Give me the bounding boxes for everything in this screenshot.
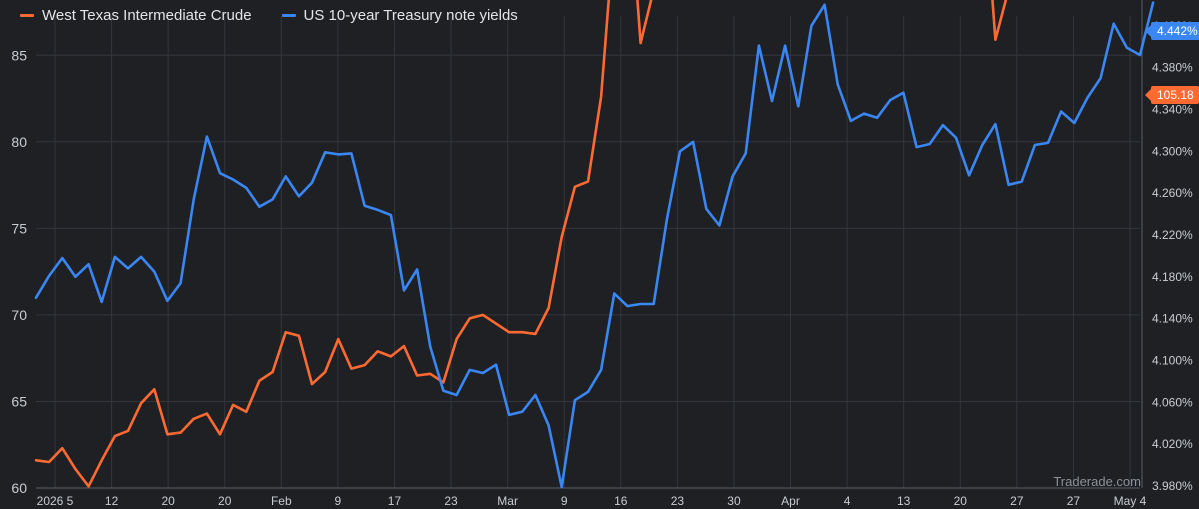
legend-swatch-wti (20, 14, 34, 17)
x-tick-label: 17 (388, 494, 402, 508)
y-left-tick-label: 70 (11, 307, 27, 323)
series-line-wti (34, 0, 1008, 488)
y-right-tick-label: 4.100% (1152, 353, 1193, 367)
y-right-tick-label: 4.140% (1152, 312, 1193, 326)
legend-item-wti[interactable]: West Texas Intermediate Crude (20, 7, 252, 24)
x-tick-label: 23 (671, 494, 685, 508)
y-left-tick-label: 80 (11, 134, 27, 150)
series-lines (34, 0, 1155, 489)
gridlines (36, 16, 1140, 489)
x-tick-label: 4 (844, 494, 851, 508)
y-left-tick-label: 85 (11, 47, 27, 63)
y-right-tick-label: 4.340% (1152, 102, 1193, 116)
x-tick-label: May 4 (1114, 494, 1147, 508)
y-right-tick-label: 4.300% (1152, 144, 1193, 158)
x-tick-label: 2026 5 (37, 494, 74, 508)
x-tick-label: Apr (781, 494, 800, 508)
legend-swatch-tny (281, 14, 296, 17)
x-tick-label: 12 (105, 494, 119, 508)
legend: West Texas Intermediate Crude US 10-year… (20, 7, 518, 24)
y-right-tick-label: 4.220% (1152, 228, 1193, 242)
x-tick-label: 16 (614, 494, 628, 508)
x-tick-label: 20 (954, 494, 968, 508)
last-value-tag-tny: 4.442% (1145, 22, 1199, 40)
x-tick-label: 9 (335, 494, 342, 508)
y-right-tick-label: 4.180% (1152, 270, 1193, 284)
legend-item-tny[interactable]: US 10-year Treasury note yields (281, 7, 518, 24)
x-tick-label: 27 (1067, 494, 1081, 508)
y-right-tick-label: 4.060% (1152, 395, 1193, 409)
y-right-tick-label: 3.980% (1152, 479, 1193, 493)
legend-label-tny: US 10-year Treasury note yields (303, 7, 518, 24)
x-tick-label: 23 (444, 494, 458, 508)
y-left-tick-label: 75 (11, 220, 27, 236)
y-right-tick-label: 4.260% (1152, 186, 1193, 200)
y-right-tick-label: 4.020% (1152, 437, 1193, 451)
x-tick-label: Mar (497, 494, 518, 508)
x-tick-label: 30 (727, 494, 741, 508)
x-tick-label: 9 (561, 494, 568, 508)
axes: 60657075808590951001051101123.980%4.020%… (11, 0, 1193, 508)
x-tick-label: Feb (271, 494, 292, 508)
series-line-tny (34, 1, 1155, 489)
x-tick-label: 20 (161, 494, 175, 508)
y-left-tick-label: 60 (11, 480, 27, 496)
legend-label-wti: West Texas Intermediate Crude (42, 7, 252, 24)
y-right-tick-label: 4.380% (1152, 61, 1193, 75)
last-value-tag-wti: 105.18 (1145, 86, 1199, 104)
x-tick-label: 27 (1010, 494, 1024, 508)
x-tick-label: 13 (897, 494, 911, 508)
y-left-tick-label: 65 (11, 393, 27, 409)
watermark: Traderade.com (1053, 474, 1141, 489)
x-tick-label: 20 (218, 494, 232, 508)
